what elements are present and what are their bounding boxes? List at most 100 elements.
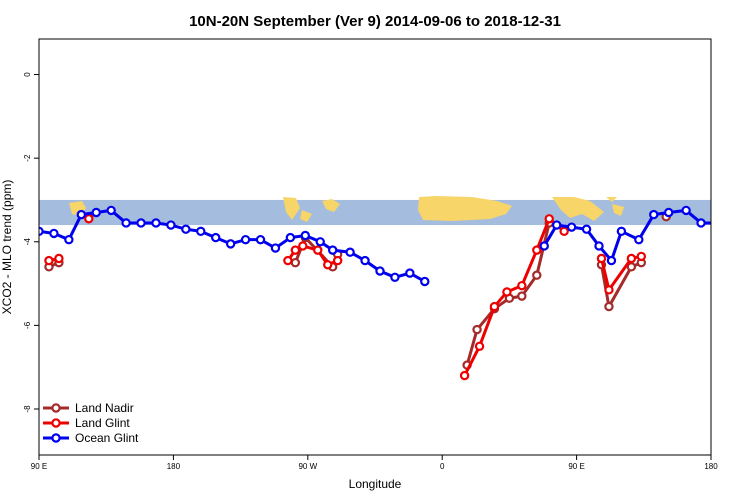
data-point-ocean-glint: [551, 220, 562, 230]
data-point-land-glint: [313, 245, 323, 255]
data-point-ocean-glint: [270, 243, 281, 253]
data-point-ocean-glint: [649, 209, 659, 220]
data-point-ocean-glint: [225, 239, 236, 249]
y-tick-label: 0: [23, 72, 32, 77]
legend-label: Land Nadir: [75, 401, 134, 415]
data-point-ocean-glint: [420, 276, 430, 287]
data-point-land-nadir: [604, 301, 614, 312]
data-point-ocean-glint: [390, 272, 400, 283]
legend-item-ocean-glint: Ocean Glint: [43, 431, 139, 445]
plot-frame: [38, 38, 712, 456]
data-point-land-glint: [559, 226, 569, 237]
series-ocean-glint: [39, 205, 749, 287]
data-point-ocean-glint: [136, 218, 146, 228]
chart-title: 10N-20N September (Ver 9) 2014-09-06 to …: [189, 13, 561, 30]
data-point-land-glint: [332, 255, 343, 266]
data-point-ocean-glint: [345, 247, 355, 257]
data-point-land-glint: [290, 245, 301, 255]
x-tick-label: 180: [167, 462, 181, 471]
x-axis-label: Longitude: [349, 477, 402, 491]
data-point-ocean-glint: [196, 226, 206, 237]
data-point-land-glint: [544, 214, 554, 224]
data-point-ocean-glint: [91, 207, 101, 218]
series-layer: [39, 205, 749, 381]
data-point-ocean-glint: [240, 234, 251, 245]
data-point-ocean-glint: [634, 234, 644, 245]
data-point-ocean-glint: [594, 241, 604, 251]
series-line-land-glint: [463, 217, 566, 377]
world-map-band: [39, 196, 711, 226]
data-point-land-nadir: [626, 262, 637, 272]
y-tick-label: -6: [23, 321, 32, 329]
data-point-land-nadir: [517, 291, 527, 301]
data-point-ocean-glint: [696, 218, 706, 228]
data-point-ocean-glint: [616, 226, 627, 237]
data-point-land-nadir: [290, 257, 301, 268]
data-point-ocean-glint: [742, 221, 749, 228]
data-point-ocean-glint: [76, 209, 87, 220]
data-point-ocean-glint: [360, 255, 370, 266]
data-point-ocean-glint: [405, 268, 415, 278]
x-tick-label: 180: [704, 462, 718, 471]
data-point-ocean-glint: [181, 224, 191, 234]
data-point-ocean-glint: [712, 219, 719, 226]
data-point-land-glint: [474, 341, 485, 351]
y-axis: 0 -2 -4 -6 -8: [23, 72, 39, 413]
data-point-land-glint: [323, 260, 333, 270]
series-land-nadir: [44, 211, 671, 370]
data-point-land-glint: [298, 241, 308, 251]
data-point-ocean-glint: [539, 241, 549, 251]
land-mass-4: [418, 196, 512, 221]
data-point-ocean-glint: [121, 218, 131, 228]
x-axis: 90 E 180 90 W 0 90 E 180: [31, 455, 718, 471]
data-point-ocean-glint: [211, 232, 221, 243]
land-mass-1: [283, 197, 300, 220]
data-point-land-glint: [459, 370, 470, 381]
data-point-land-glint: [532, 245, 542, 255]
data-point-ocean-glint: [315, 237, 325, 247]
series-land-glint: [44, 214, 647, 381]
data-point-ocean-glint: [285, 232, 296, 243]
data-point-ocean-glint: [300, 230, 311, 241]
data-point-ocean-glint: [327, 245, 338, 255]
data-point-land-nadir: [532, 270, 542, 280]
data-point-ocean-glint: [166, 220, 176, 230]
land-mass-7: [606, 197, 617, 202]
data-point-ocean-glint: [64, 234, 74, 245]
data-point-land-glint: [84, 214, 94, 224]
data-point-land-glint: [596, 253, 607, 264]
series-line-land-nadir: [600, 261, 642, 309]
legend-label: Ocean Glint: [75, 431, 139, 445]
data-point-ocean-glint: [566, 222, 577, 232]
data-point-land-glint: [517, 280, 527, 291]
data-point-land-glint: [636, 251, 647, 262]
legend-marker: [51, 433, 61, 443]
x-tick-label: 90 E: [31, 462, 47, 471]
data-point-land-glint: [44, 255, 54, 266]
data-point-ocean-glint: [49, 228, 59, 239]
data-point-land-glint: [283, 255, 293, 266]
data-point-ocean-glint: [606, 255, 617, 266]
land-mass-5: [552, 197, 604, 221]
data-point-ocean-glint: [663, 207, 674, 218]
y-tick-label: -8: [23, 405, 32, 413]
data-point-ocean-glint: [375, 266, 385, 276]
land-mass-3: [322, 199, 340, 212]
map-band-land: [69, 196, 624, 222]
data-point-ocean-glint: [106, 205, 116, 216]
x-tick-label: 90 E: [568, 462, 584, 471]
data-point-ocean-glint: [151, 218, 161, 228]
land-mass-2: [300, 210, 312, 222]
y-tick-label: -2: [23, 154, 32, 162]
data-point-ocean-glint: [681, 205, 691, 216]
data-point-ocean-glint: [581, 224, 592, 234]
legend-item-land-nadir: Land Nadir: [43, 401, 134, 415]
x-tick-label: 0: [440, 462, 445, 471]
legend-label: Land Glint: [75, 416, 130, 430]
land-mass-6: [612, 204, 624, 216]
data-point-land-glint: [54, 253, 64, 264]
data-point-ocean-glint: [255, 234, 266, 245]
legend-item-land-glint: Land Glint: [43, 416, 130, 430]
y-tick-label: -4: [23, 238, 32, 246]
